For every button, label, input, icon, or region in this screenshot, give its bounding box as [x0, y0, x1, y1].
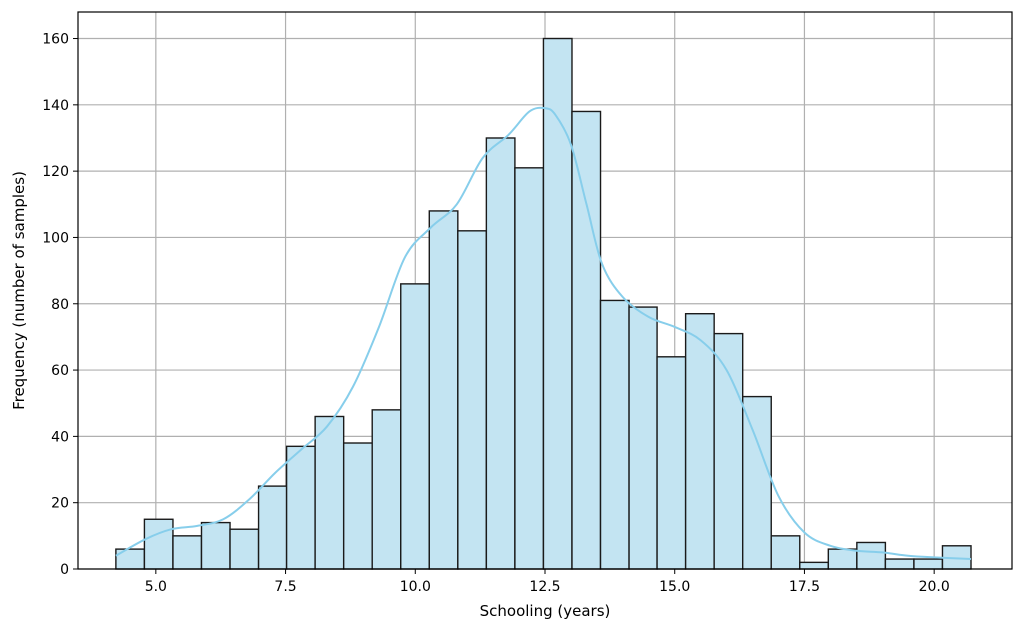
x-tick-label: 5.0 [145, 579, 167, 595]
histogram-bar [428, 210, 459, 570]
histogram-bar [827, 548, 858, 570]
histogram-bar [856, 541, 887, 570]
histogram-bar [884, 558, 915, 570]
histogram-bar [371, 409, 402, 570]
x-axis-ticks: 5.0 7.5 10.0 12.5 15.0 17.5 20.0 [145, 569, 950, 595]
y-axis-ticks: 0 20 40 60 80 100 120 140 160 [42, 32, 78, 578]
y-axis-label: Frequency (number of samples) [10, 171, 28, 410]
x-tick-label: 7.5 [274, 579, 296, 595]
histogram-bar [229, 528, 260, 570]
histogram-bar [200, 521, 231, 570]
histogram-bar [628, 306, 658, 570]
y-tick-label: 100 [42, 230, 69, 246]
histogram-bar [172, 535, 203, 570]
y-tick-label: 80 [51, 297, 69, 313]
histogram-bar [514, 167, 545, 570]
histogram-bar [285, 445, 316, 570]
y-tick-label: 140 [42, 98, 69, 114]
histogram-bar [599, 299, 630, 570]
histogram-bar [741, 395, 772, 570]
y-tick-label: 60 [51, 363, 69, 379]
x-tick-label: 10.0 [400, 579, 431, 595]
x-tick-label: 20.0 [919, 579, 950, 595]
x-tick-label: 12.5 [529, 579, 560, 595]
histogram-bar [257, 485, 288, 570]
histogram-bar [314, 415, 345, 570]
histogram-bar [115, 548, 146, 570]
histogram-bar [713, 332, 744, 570]
y-tick-label: 120 [42, 164, 69, 180]
x-tick-label: 17.5 [789, 579, 820, 595]
x-axis-label: Schooling (years) [480, 602, 611, 620]
y-tick-label: 160 [42, 32, 69, 48]
histogram-bars [115, 37, 972, 570]
histogram-bar [457, 230, 488, 570]
histogram-bar [913, 558, 944, 570]
histogram-bar [799, 561, 830, 570]
y-tick-label: 20 [51, 496, 69, 512]
histogram-bar [143, 518, 174, 570]
kde-curve [115, 106, 972, 561]
histogram-bar [342, 442, 373, 570]
histogram-bar [542, 37, 573, 570]
y-tick-label: 40 [51, 429, 69, 445]
histogram-bar [684, 313, 715, 570]
histogram-bar [400, 283, 430, 570]
y-tick-label: 0 [60, 562, 69, 578]
histogram-bar [770, 535, 801, 570]
histogram-bar [571, 110, 602, 570]
x-tick-label: 15.0 [659, 579, 690, 595]
histogram-bar [485, 137, 516, 570]
histogram-bar [656, 356, 687, 570]
